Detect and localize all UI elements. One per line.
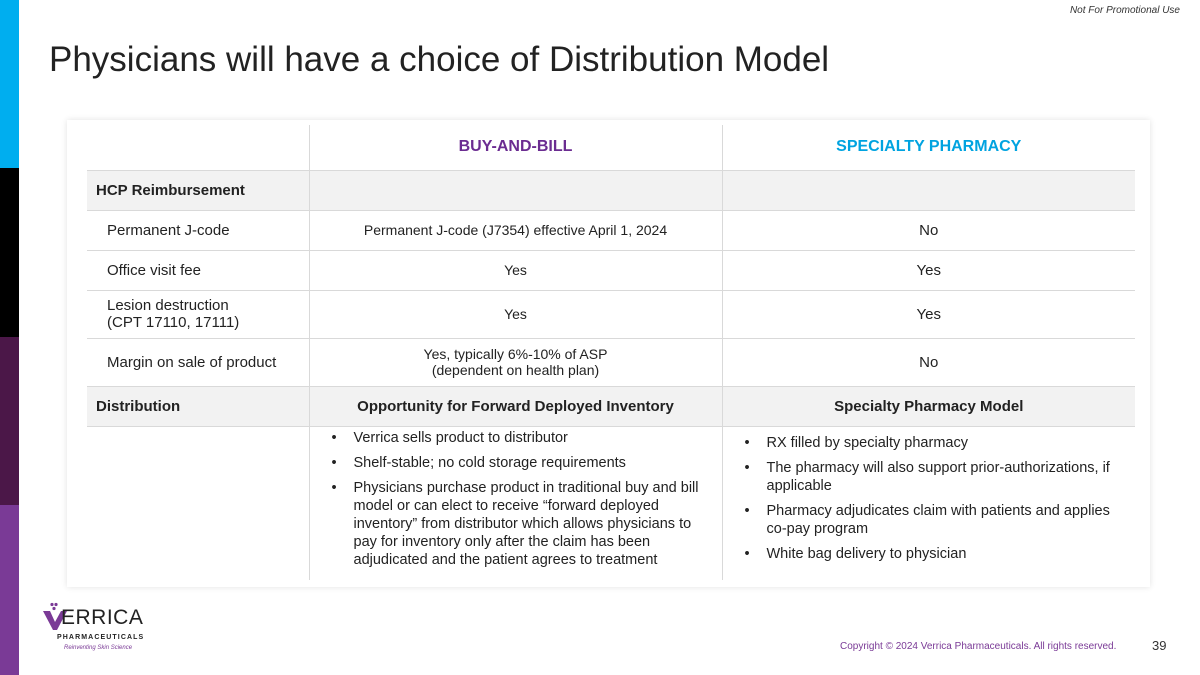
column-header-buy-and-bill: BUY-AND-BILL: [308, 125, 722, 171]
table-row: Margin on sale of product Yes, typically…: [87, 338, 1135, 387]
table-row: Permanent J-code Permanent J-code (J7354…: [87, 210, 1135, 251]
buy-cell: Yes: [308, 290, 722, 339]
list-item: Physicians purchase product in tradition…: [332, 479, 712, 569]
comparison-table: BUY-AND-BILL SPECIALTY PHARMACY HCP Reim…: [87, 125, 1135, 580]
empty-cell: [308, 170, 722, 211]
logo-wordmark-text: ERRICA: [61, 606, 144, 629]
logo-wordmark: ERRICA: [61, 606, 143, 630]
accent-bar-black: [0, 168, 19, 337]
list-item: Shelf-stable; no cold storage requiremen…: [332, 454, 712, 472]
verrica-logo: ERRICA PHARMACEUTICALS Reinventing Skin …: [42, 602, 152, 654]
section-row: Distribution Opportunity for Forward Dep…: [87, 386, 1135, 427]
spec-cell: No: [721, 210, 1135, 251]
row-label: Office visit fee: [87, 250, 309, 291]
list-item: The pharmacy will also support prior-aut…: [745, 459, 1126, 495]
buy-cell: Yes: [308, 250, 722, 291]
spec-cell: Yes: [721, 250, 1135, 291]
list-item: Pharmacy adjudicates claim with patients…: [745, 502, 1126, 538]
column-header-specialty-pharmacy: SPECIALTY PHARMACY: [721, 125, 1135, 171]
logo-v-mark-icon: [43, 602, 67, 630]
spec-cell: Yes: [721, 290, 1135, 339]
buy-line: Yes, typically 6%-10% of ASP: [423, 346, 608, 362]
row-label: Margin on sale of product: [87, 338, 309, 387]
section-label: HCP Reimbursement: [87, 170, 309, 211]
row-label: Lesion destruction (CPT 17110, 17111): [87, 290, 309, 339]
row-label-line: (CPT 17110, 17111): [107, 314, 240, 331]
page-title: Physicians will have a choice of Distrib…: [49, 40, 830, 79]
row-label: Permanent J-code: [87, 210, 309, 251]
list-item: RX filled by specialty pharmacy: [745, 434, 1126, 452]
disclaimer: Not For Promotional Use: [1069, 5, 1180, 16]
copyright: Copyright © 2024 Verrica Pharmaceuticals…: [840, 641, 1117, 652]
buy-cell: Permanent J-code (J7354) effective April…: [308, 210, 722, 251]
table-row: Office visit fee Yes Yes: [87, 250, 1135, 291]
section-label: Distribution: [87, 386, 309, 427]
bullet-row: Verrica sells product to distributor She…: [87, 426, 1135, 580]
column-header-empty: [87, 125, 309, 171]
empty-cell: [721, 170, 1135, 211]
buy-line: (dependent on health plan): [431, 362, 600, 378]
spec-model: Specialty Pharmacy Model: [721, 386, 1135, 427]
comparison-card: BUY-AND-BILL SPECIALTY PHARMACY HCP Reim…: [67, 120, 1150, 587]
accent-bar-plum: [0, 337, 19, 506]
page-number: 39: [1152, 638, 1167, 653]
buy-bullets-cell: Verrica sells product to distributor She…: [308, 426, 722, 580]
list-item: Verrica sells product to distributor: [332, 429, 712, 447]
logo-subtitle: PHARMACEUTICALS: [57, 634, 145, 641]
buy-cell: Yes, typically 6%-10% of ASP (dependent o…: [308, 338, 722, 387]
list-item: White bag delivery to physician: [745, 545, 1126, 563]
logo-tagline: Reinventing Skin Science: [64, 645, 133, 651]
spec-cell: No: [721, 338, 1135, 387]
accent-bar-cyan: [0, 0, 19, 169]
spec-bullets-cell: RX filled by specialty pharmacy The phar…: [721, 426, 1135, 580]
row-label-line: Lesion destruction: [107, 297, 229, 314]
buy-model: Opportunity for Forward Deployed Invento…: [308, 386, 722, 427]
table-row: Lesion destruction (CPT 17110, 17111) Yes…: [87, 290, 1135, 339]
section-row: HCP Reimbursement: [87, 170, 1135, 211]
accent-bar-purple: [0, 505, 19, 675]
empty-cell: [87, 426, 309, 580]
